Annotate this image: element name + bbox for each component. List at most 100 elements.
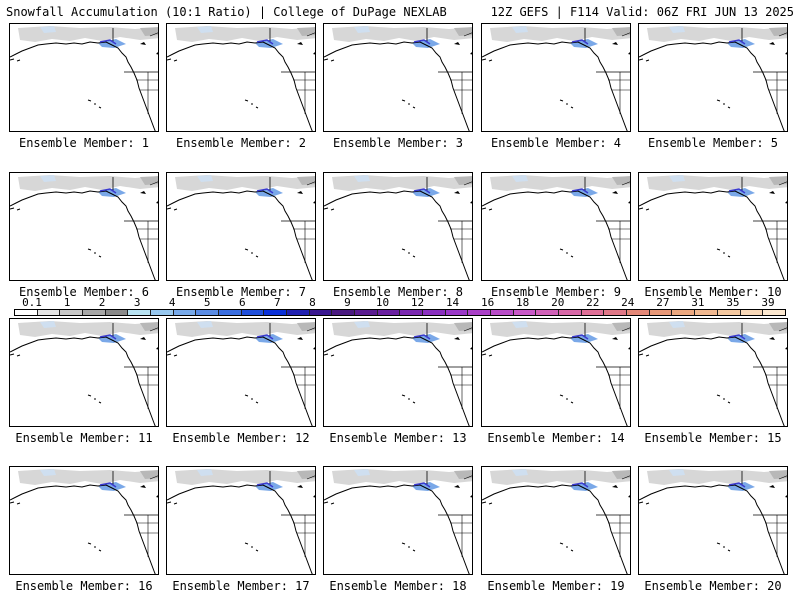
colorbar-tick-label: 35 [726,296,740,309]
colorbar-segment [400,310,424,315]
colorbar-segment [559,310,582,315]
colorbar-tick-label: 4 [168,296,176,309]
ensemble-map-panel [9,466,159,575]
ensemble-member-label: Ensemble Member: 13 [329,431,467,445]
colorbar-tick-label: 27 [656,296,670,309]
colorbar-segment [581,310,605,315]
ensemble-member-label: Ensemble Member: 12 [172,431,310,445]
colorbar-segment [423,310,446,315]
ensemble-member-label: Ensemble Member: 10 [644,285,782,299]
ensemble-map-panel [481,23,631,132]
colorbar-segment [695,310,718,315]
colorbar-segment [763,310,785,315]
ensemble-member-label: Ensemble Member: 19 [487,579,625,593]
colorbar-segment [264,310,288,315]
colorbar-tick-label: 24 [621,296,635,309]
ensemble-map-panel [481,172,631,281]
colorbar-segment [83,310,106,315]
ensemble-member-label: Ensemble Member: 15 [644,431,782,445]
colorbar-tick-label: 12 [410,296,425,309]
colorbar-segment [513,310,537,315]
chart-title: Snowfall Accumulation (10:1 Ratio) | Col… [6,5,447,19]
colorbar-segment [536,310,560,315]
colorbar [14,309,786,316]
ensemble-member-label: Ensemble Member: 2 [175,136,307,150]
colorbar-segment [672,310,696,315]
ensemble-member-label: Ensemble Member: 6 [18,285,150,299]
ensemble-map-panel [166,172,316,281]
ensemble-map-panel [323,172,473,281]
ensemble-map-panel [323,466,473,575]
colorbar-tick-label: 18 [516,296,530,309]
ensemble-map-panel [638,23,788,132]
colorbar-segment [287,310,310,315]
colorbar-segment [604,310,628,315]
colorbar-segment [128,310,152,315]
ensemble-member-label: Ensemble Member: 8 [332,285,464,299]
colorbar-segment [355,310,378,315]
ensemble-member-label: Ensemble Member: 1 [18,136,150,150]
ensemble-member-label: Ensemble Member: 16 [15,579,153,593]
ensemble-map-panel [166,23,316,132]
colorbar-tick-label: 14 [445,296,460,309]
colorbar-tick-label: 10 [375,296,390,309]
model-valid-time: 12Z GEFS | F114 Valid: 06Z FRI JUN 13 20… [490,5,794,19]
colorbar-tick-label: 5 [203,296,211,309]
ensemble-map-panel [323,318,473,427]
colorbar-tick-label: 0.1 [22,296,42,309]
colorbar-segment [491,310,514,315]
ensemble-map-panel [166,318,316,427]
ensemble-map-panel [166,466,316,575]
ensemble-member-label: Ensemble Member: 18 [329,579,467,593]
colorbar-segment [15,310,38,315]
colorbar-segment [105,310,129,315]
colorbar-segment [60,310,84,315]
colorbar-segment [309,310,333,315]
colorbar-segment [445,310,469,315]
colorbar-tick-label: 39 [761,296,775,309]
colorbar-segment [151,310,174,315]
ensemble-map-panel [9,172,159,281]
colorbar-segment [649,310,673,315]
ensemble-member-label: Ensemble Member: 4 [490,136,622,150]
ensemble-map-panel [638,172,788,281]
colorbar-segment [332,310,356,315]
colorbar-tick-label: 22 [586,296,600,309]
colorbar-segment [468,310,492,315]
ensemble-map-panel [9,318,159,427]
colorbar-tick-label: 6 [238,296,246,309]
ensemble-map-panel [481,466,631,575]
colorbar-tick-label: 8 [309,296,316,309]
ensemble-member-label: Ensemble Member: 11 [15,431,153,445]
ensemble-member-label: Ensemble Member: 7 [175,285,307,299]
ensemble-map-panel [323,23,473,132]
ensemble-member-label: Ensemble Member: 5 [647,136,779,150]
colorbar-segment [173,310,197,315]
colorbar-tick-label: 31 [691,296,705,309]
colorbar-segment [377,310,401,315]
colorbar-tick-label: 20 [551,296,565,309]
ensemble-map-panel [9,23,159,132]
ensemble-map-panel [638,318,788,427]
colorbar-tick-label: 7 [274,296,281,309]
ensemble-member-label: Ensemble Member: 20 [644,579,782,593]
colorbar-tick-label: 1 [63,296,71,309]
colorbar-segment [196,310,220,315]
colorbar-tick-label: 16 [480,296,495,309]
ensemble-map-panel [638,466,788,575]
ensemble-member-label: Ensemble Member: 17 [172,579,310,593]
colorbar-labels: 0.1 1 2 3 4 5 6 7 8 9 10 12 14 16 18 20 22 24 27 31 35 39 [14,296,786,309]
ensemble-member-label: Ensemble Member: 9 [490,285,622,299]
colorbar-tick-label: 3 [133,296,141,309]
colorbar-segment [717,310,741,315]
ensemble-member-label: Ensemble Member: 3 [332,136,464,150]
colorbar-segment [627,310,650,315]
colorbar-tick-label: 9 [344,296,351,309]
colorbar-segment [219,310,242,315]
colorbar-segment [37,310,61,315]
colorbar-segment [241,310,265,315]
colorbar-tick-label: 2 [98,296,106,309]
ensemble-member-label: Ensemble Member: 14 [487,431,625,445]
ensemble-map-panel [481,318,631,427]
colorbar-segment [740,310,764,315]
